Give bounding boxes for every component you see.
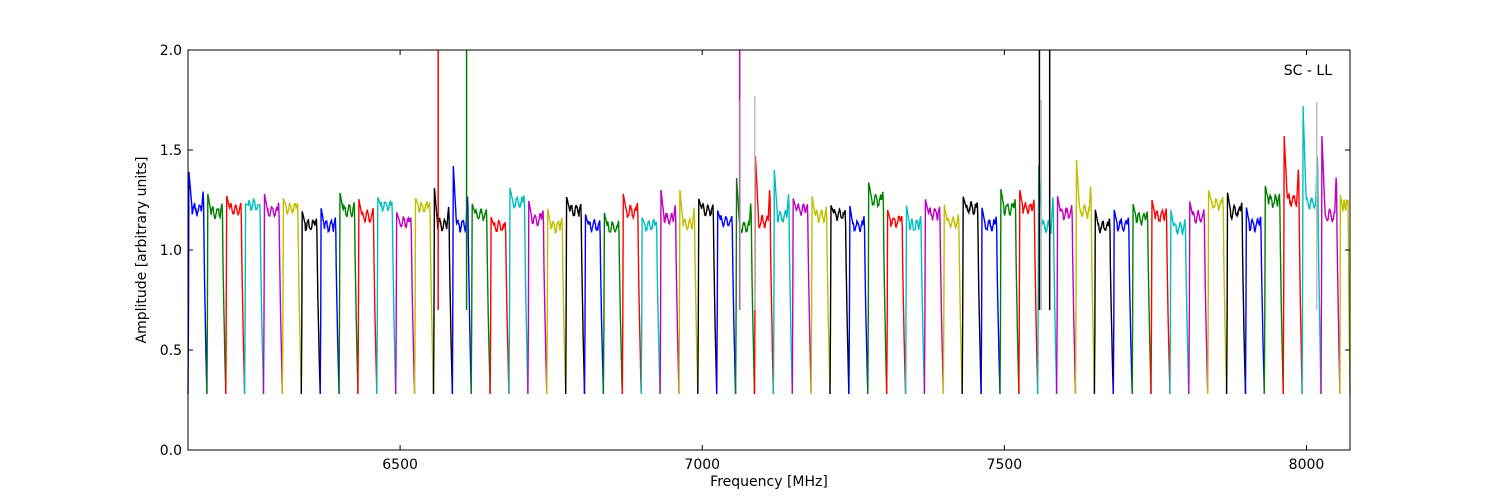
y-axis: 0.0 0.5 1.0 1.5 2.0	[160, 43, 1350, 459]
band-trace	[1282, 135, 1303, 395]
x-axis: 6500 7000 7500 8000	[382, 50, 1324, 473]
band-trace	[187, 171, 208, 395]
band-trace	[640, 217, 661, 395]
band-trace	[980, 207, 1001, 395]
band-trace	[206, 193, 227, 395]
band-trace	[716, 210, 737, 395]
x-axis-label: Frequency [MHz]	[710, 474, 828, 490]
band-trace	[1169, 209, 1190, 395]
band-trace	[1112, 209, 1133, 395]
band-trace	[602, 212, 623, 395]
band-trace	[999, 188, 1020, 395]
y-tick-label: 2.0	[160, 43, 182, 59]
x-tick-label: 7000	[684, 457, 720, 473]
y-tick-label: 0.5	[160, 343, 182, 359]
y-tick-label: 1.0	[160, 243, 182, 259]
band-trace	[432, 187, 454, 395]
band-trace	[395, 212, 416, 395]
y-tick-label: 1.5	[160, 143, 182, 159]
band-trace	[565, 196, 586, 395]
band-trace	[413, 197, 435, 395]
band-trace	[867, 182, 888, 395]
series-annotation: SC - LL	[1284, 63, 1332, 79]
band-trace	[508, 187, 529, 395]
band-trace	[225, 195, 246, 395]
band-trace	[1074, 159, 1096, 395]
plot-background	[188, 50, 1350, 450]
band-trace	[621, 193, 642, 395]
band-trace	[942, 204, 963, 395]
band-trace	[1150, 199, 1171, 395]
band-trace	[470, 203, 491, 395]
band-trace	[451, 165, 472, 395]
band-trace	[829, 205, 850, 395]
band-trace	[319, 208, 340, 395]
band-trace	[1131, 204, 1152, 395]
band-trace	[810, 196, 831, 395]
band-trace	[1320, 135, 1341, 395]
band-trace	[1225, 192, 1247, 395]
band-trace	[1188, 201, 1209, 395]
band-trace	[1263, 185, 1284, 395]
band-trace	[697, 198, 718, 395]
x-tick-label: 6500	[382, 457, 418, 473]
band-trace	[923, 199, 944, 395]
band-trace	[678, 189, 699, 395]
band-trace	[243, 198, 265, 395]
band-trace	[904, 205, 926, 395]
y-axis-label: Amplitude [arbitrary units]	[134, 157, 150, 344]
x-tick-label: 8000	[1289, 457, 1325, 473]
x-tick-label: 7500	[987, 457, 1023, 473]
band-trace	[886, 209, 907, 395]
band-trace	[357, 198, 378, 395]
y-tick-label: 0.0	[160, 443, 182, 459]
band-trace	[281, 198, 302, 395]
band-trace	[659, 189, 680, 395]
band-trace	[376, 196, 397, 395]
band-trace	[527, 200, 548, 395]
band-trace	[1339, 194, 1351, 395]
band-trace	[734, 177, 756, 395]
band-trace	[489, 216, 510, 395]
series-layer	[187, 50, 1351, 395]
band-trace	[1206, 190, 1228, 395]
band-trace	[546, 208, 567, 395]
band-trace	[753, 155, 775, 395]
band-trace	[848, 205, 869, 395]
band-trace	[772, 169, 793, 395]
band-trace	[338, 192, 359, 395]
band-trace	[583, 214, 605, 395]
band-trace	[1301, 105, 1322, 395]
band-trace	[1093, 209, 1114, 395]
band-trace	[262, 193, 284, 395]
band-trace	[1018, 189, 1039, 395]
band-trace	[300, 211, 321, 395]
band-trace	[961, 196, 982, 395]
band-trace	[1244, 207, 1265, 395]
band-trace	[791, 198, 812, 395]
band-trace	[1055, 196, 1077, 395]
